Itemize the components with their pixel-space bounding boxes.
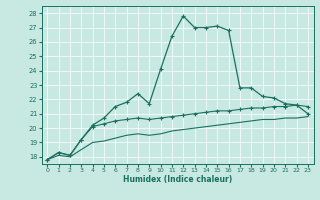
X-axis label: Humidex (Indice chaleur): Humidex (Indice chaleur) — [123, 175, 232, 184]
